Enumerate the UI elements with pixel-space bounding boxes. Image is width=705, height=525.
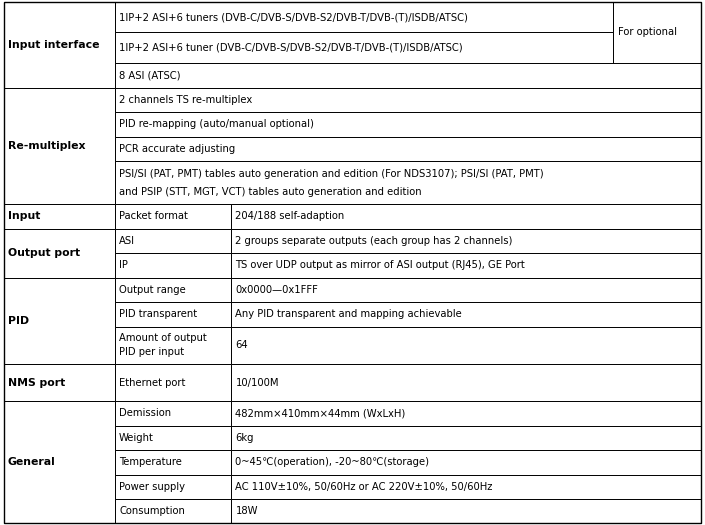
Bar	[4, 229, 115, 278]
Text: For optional: For optional	[618, 27, 677, 37]
Text: General: General	[8, 457, 56, 467]
Bar	[4, 2, 115, 88]
Bar	[231, 364, 701, 401]
Text: Ethernet port: Ethernet port	[119, 377, 185, 387]
Text: 8 ASI (ATSC): 8 ASI (ATSC)	[119, 70, 180, 80]
Text: 18W: 18W	[235, 506, 258, 516]
Bar	[4, 278, 115, 364]
Text: Temperature: Temperature	[119, 457, 182, 467]
Bar	[231, 499, 701, 523]
Text: PCR accurate adjusting: PCR accurate adjusting	[119, 144, 235, 154]
Bar	[4, 88, 115, 204]
Text: PID re-mapping (auto/manual optional): PID re-mapping (auto/manual optional)	[119, 120, 314, 130]
Text: Any PID transparent and mapping achievable: Any PID transparent and mapping achievab…	[235, 309, 462, 319]
Bar	[115, 2, 613, 33]
Bar	[231, 426, 701, 450]
Bar	[231, 302, 701, 327]
Bar	[115, 450, 231, 475]
Bar	[115, 136, 701, 161]
Text: 10/100M: 10/100M	[235, 377, 279, 387]
Text: AC 110V±10%, 50/60Hz or AC 220V±10%, 50/60Hz: AC 110V±10%, 50/60Hz or AC 220V±10%, 50/…	[235, 482, 493, 492]
Bar	[115, 426, 231, 450]
Bar	[231, 327, 701, 364]
Text: Packet format: Packet format	[119, 212, 188, 222]
Bar	[4, 401, 115, 523]
Text: PID transparent: PID transparent	[119, 309, 197, 319]
Bar	[231, 204, 701, 229]
Text: and PSIP (STT, MGT, VCT) tables auto generation and edition: and PSIP (STT, MGT, VCT) tables auto gen…	[119, 187, 422, 197]
Text: Consumption: Consumption	[119, 506, 185, 516]
Bar	[231, 253, 701, 278]
Bar	[115, 302, 231, 327]
Bar	[115, 327, 231, 364]
Text: Amount of output: Amount of output	[119, 333, 207, 343]
Text: TS over UDP output as mirror of ASI output (RJ45), GE Port: TS over UDP output as mirror of ASI outp…	[235, 260, 525, 270]
Text: 0x0000—0x1FFF: 0x0000—0x1FFF	[235, 285, 319, 295]
Text: Weight: Weight	[119, 433, 154, 443]
Bar	[115, 88, 701, 112]
Text: 2 groups separate outputs (each group has 2 channels): 2 groups separate outputs (each group ha…	[235, 236, 513, 246]
Text: 6kg: 6kg	[235, 433, 254, 443]
Bar	[115, 475, 231, 499]
Bar	[115, 401, 231, 426]
Text: Demission: Demission	[119, 408, 171, 418]
Text: Power supply: Power supply	[119, 482, 185, 492]
Bar	[231, 278, 701, 302]
Bar	[231, 229, 701, 253]
Text: ASI: ASI	[119, 236, 135, 246]
Bar	[115, 278, 231, 302]
Text: 204/188 self-adaption: 204/188 self-adaption	[235, 212, 345, 222]
Bar	[115, 112, 701, 136]
Text: 1IP+2 ASI+6 tuner (DVB-C/DVB-S/DVB-S2/DVB-T/DVB-(T)/ISDB/ATSC): 1IP+2 ASI+6 tuner (DVB-C/DVB-S/DVB-S2/DV…	[119, 43, 462, 53]
Text: PID per input: PID per input	[119, 347, 184, 357]
Bar	[115, 364, 231, 401]
Bar	[4, 204, 115, 229]
Bar	[115, 229, 231, 253]
Text: PSI/SI (PAT, PMT) tables auto generation and edition (For NDS3107); PSI/SI (PAT,: PSI/SI (PAT, PMT) tables auto generation…	[119, 169, 544, 178]
Text: 2 channels TS re-multiplex: 2 channels TS re-multiplex	[119, 95, 252, 105]
Text: 1IP+2 ASI+6 tuners (DVB-C/DVB-S/DVB-S2/DVB-T/DVB-(T)/ISDB/ATSC): 1IP+2 ASI+6 tuners (DVB-C/DVB-S/DVB-S2/D…	[119, 12, 468, 22]
Bar	[231, 450, 701, 475]
Text: NMS port: NMS port	[8, 377, 65, 387]
Bar	[231, 401, 701, 426]
Bar	[115, 64, 701, 88]
Text: 482mm×410mm×44mm (WxLxH): 482mm×410mm×44mm (WxLxH)	[235, 408, 405, 418]
Text: Input interface: Input interface	[8, 40, 99, 50]
Bar	[115, 33, 613, 64]
Text: Input: Input	[8, 212, 40, 222]
Bar	[613, 2, 701, 64]
Bar	[115, 161, 701, 204]
Text: 64: 64	[235, 340, 248, 350]
Text: IP: IP	[119, 260, 128, 270]
Bar	[4, 364, 115, 401]
Text: PID: PID	[8, 316, 29, 326]
Text: Re-multiplex: Re-multiplex	[8, 141, 85, 151]
Text: 0~45℃(operation), -20~80℃(storage): 0~45℃(operation), -20~80℃(storage)	[235, 457, 429, 467]
Bar	[231, 475, 701, 499]
Bar	[115, 253, 231, 278]
Bar	[115, 204, 231, 229]
Text: Output port: Output port	[8, 248, 80, 258]
Text: Output range: Output range	[119, 285, 186, 295]
Bar	[115, 499, 231, 523]
